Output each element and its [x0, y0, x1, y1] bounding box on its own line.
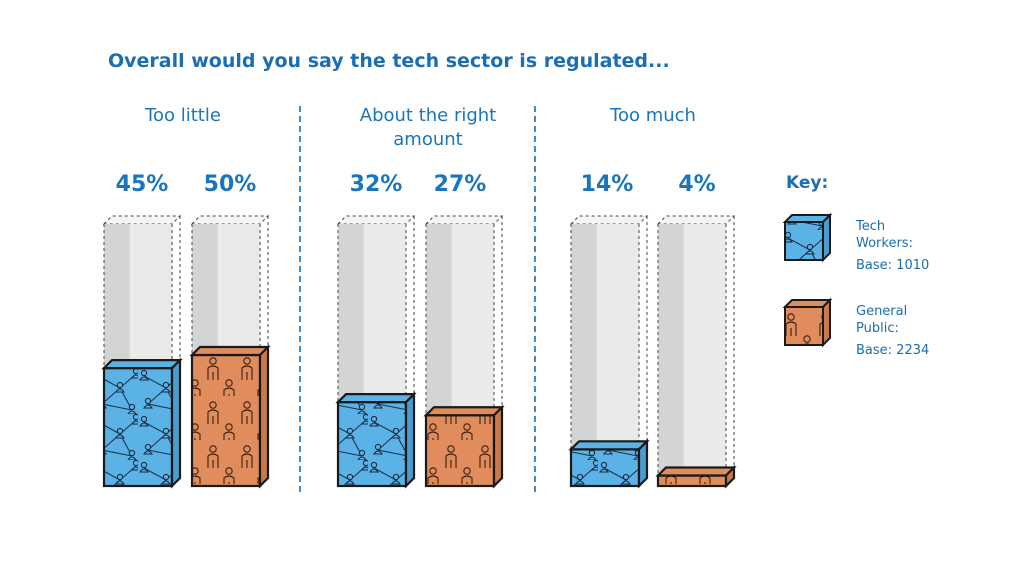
bar-value-face	[424, 414, 496, 488]
category-label-too-much: Too much	[610, 105, 696, 126]
bar-tech-too-much	[568, 215, 650, 489]
bar-tech-too-little	[101, 215, 183, 489]
bar-value-top	[568, 440, 650, 451]
bar-ghost-top	[424, 215, 504, 225]
category-label-too-little: Too little	[145, 105, 221, 126]
bar-ghost-top	[102, 215, 182, 225]
bar-value-top	[189, 345, 271, 357]
bar-value-top	[335, 393, 417, 404]
bar-public-about-right	[423, 215, 505, 489]
bar-public-too-much	[655, 215, 737, 489]
bar-value-face	[102, 367, 174, 488]
group-divider	[299, 106, 301, 492]
legend-label-general-public: General Public:	[856, 304, 908, 336]
bar-value-top	[101, 359, 183, 370]
bar-ghost-face	[683, 224, 726, 486]
bar-value-side	[724, 464, 736, 489]
legend-label-tech-workers: Tech Workers:	[856, 219, 913, 251]
bar-value-face	[190, 353, 262, 488]
group-divider	[534, 106, 536, 492]
bar-value-side	[258, 344, 270, 489]
category-label-about-right: About the right amount	[359, 105, 497, 150]
bar-public-too-little	[189, 215, 271, 489]
legend-base-tech-workers: Base: 1010	[856, 258, 930, 273]
bar-value-side	[637, 438, 649, 489]
bar-value-face	[336, 401, 408, 488]
value-label-public-about-right: 27%	[433, 172, 487, 197]
legend-swatch-tech-workers	[782, 212, 833, 263]
bar-value-face	[569, 448, 641, 488]
bar-value-top	[423, 406, 505, 417]
bar-ghost-top	[336, 215, 416, 225]
value-label-public-too-much: 4%	[678, 172, 716, 197]
bar-ghost-side	[658, 224, 684, 486]
legend-swatch-general-public	[782, 297, 833, 348]
bar-value-side	[492, 404, 504, 489]
legend-base-general-public: Base: 2234	[856, 343, 930, 358]
value-label-tech-about-right: 32%	[349, 172, 403, 197]
bar-ghost-top	[190, 215, 270, 225]
bar-ghost-edges	[657, 216, 735, 486]
value-label-public-too-little: 50%	[203, 172, 257, 197]
value-label-tech-too-little: 45%	[115, 172, 169, 197]
bar-value-face	[656, 474, 728, 488]
bar-ghost-top	[656, 215, 736, 225]
legend-title: Key:	[786, 173, 829, 193]
bar-ghost-top	[569, 215, 649, 225]
bar-value-top	[655, 466, 737, 477]
bar-tech-about-right	[335, 215, 417, 489]
bar-value-side	[404, 391, 416, 489]
chart-title: Overall would you say the tech sector is…	[108, 50, 670, 72]
value-label-tech-too-much: 14%	[580, 172, 634, 197]
bar-value-side	[170, 357, 182, 489]
